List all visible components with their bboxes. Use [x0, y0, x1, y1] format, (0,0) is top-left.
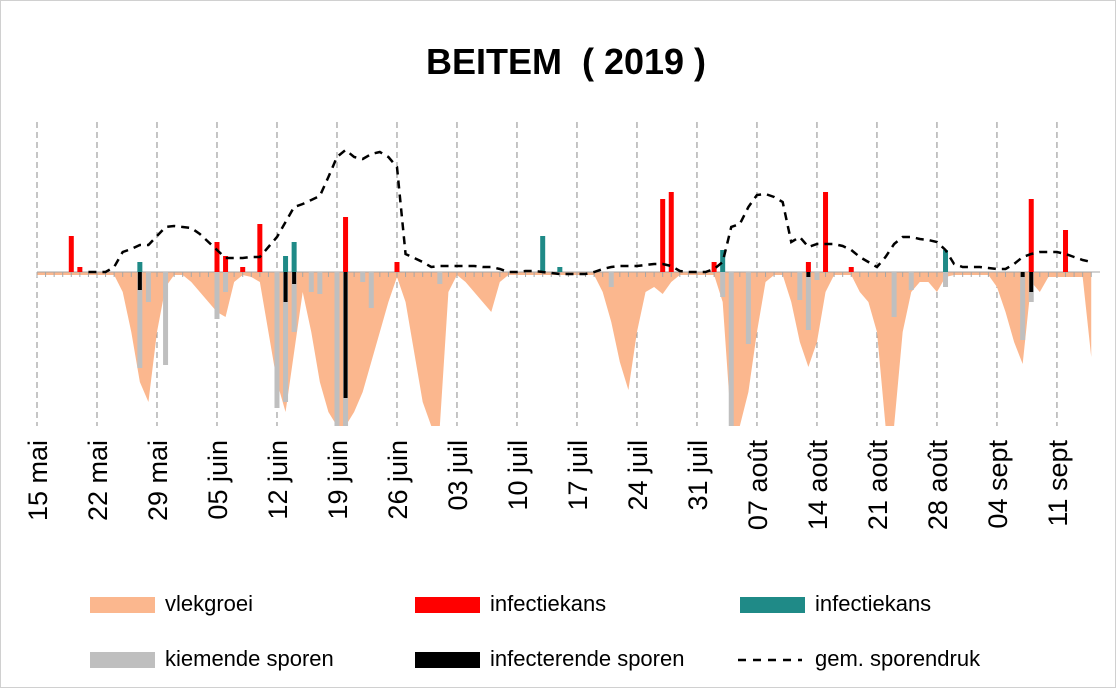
bar — [1020, 272, 1025, 277]
bar — [283, 272, 288, 302]
bar — [848, 267, 854, 272]
bar — [291, 272, 297, 332]
x-tick-label: 17 juil — [563, 440, 593, 511]
bar — [283, 272, 289, 402]
x-tick-label: 26 juin — [383, 440, 413, 520]
legend-label: vlekgroei — [165, 591, 253, 616]
bar — [240, 267, 246, 272]
bar — [1028, 199, 1034, 272]
bar — [745, 272, 751, 344]
bar — [291, 242, 297, 272]
bar — [308, 272, 314, 292]
bar — [1063, 230, 1069, 272]
bar — [814, 272, 820, 280]
bar — [823, 192, 829, 272]
legend-label: infectiekans — [490, 591, 606, 616]
bar — [343, 217, 349, 272]
bar — [805, 262, 811, 272]
legend-label: infectiekans — [815, 591, 931, 616]
bar — [943, 272, 949, 287]
bar — [668, 192, 674, 272]
bar — [660, 199, 666, 272]
bar — [806, 272, 811, 277]
x-tick-label: 28 août — [923, 440, 953, 531]
chart-title: BEITEM ( 2019 ) — [426, 41, 706, 82]
bar — [137, 262, 143, 272]
bar — [77, 267, 83, 272]
legend-symbol — [415, 597, 480, 613]
bar — [394, 262, 400, 272]
legend-label: gem. sporendruk — [815, 646, 981, 671]
legend-label: kiemende sporen — [165, 646, 334, 671]
bar — [368, 272, 374, 308]
bar — [137, 272, 142, 290]
bar — [343, 272, 348, 398]
legend-symbol — [90, 652, 155, 668]
bar — [711, 262, 717, 272]
bar — [720, 250, 726, 272]
bar — [1029, 272, 1034, 292]
bar — [437, 272, 443, 284]
x-tick-label: 15 mai — [23, 440, 53, 521]
bar — [292, 272, 297, 284]
bar — [334, 272, 340, 426]
bar — [540, 236, 546, 272]
bar — [728, 272, 734, 426]
bar — [1020, 272, 1026, 340]
x-tick-label: 11 sept — [1043, 440, 1073, 527]
bar — [360, 272, 366, 282]
legend-symbol — [90, 597, 155, 613]
bar — [608, 272, 614, 287]
bar — [317, 272, 323, 294]
x-tick-label: 12 juin — [263, 440, 293, 520]
x-tick-label: 03 juil — [443, 440, 473, 511]
x-tick-label: 04 sept — [983, 440, 1013, 529]
x-tick-label: 14 août — [803, 440, 833, 531]
bar — [214, 272, 220, 319]
bar — [163, 272, 169, 365]
x-tick-label: 24 juil — [623, 440, 653, 511]
bar — [797, 272, 803, 300]
bar — [137, 272, 143, 368]
bar — [943, 250, 949, 272]
bar — [223, 272, 229, 292]
bar — [720, 272, 726, 297]
legend-label: infecterende sporen — [490, 646, 684, 671]
bar — [223, 256, 229, 272]
x-tick-label: 22 mai — [83, 440, 113, 521]
x-tick-label: 07 août — [743, 440, 773, 531]
line — [88, 148, 1092, 276]
bar — [214, 242, 220, 272]
bar — [274, 272, 280, 408]
bar — [68, 236, 74, 272]
bar — [891, 272, 897, 317]
bar — [805, 272, 811, 330]
legend-symbol — [415, 652, 480, 668]
x-tick-label: 31 juil — [683, 440, 713, 511]
bar — [145, 272, 151, 302]
bar — [908, 272, 914, 290]
bar — [557, 267, 563, 272]
x-tick-label: 10 juil — [503, 440, 533, 511]
legend-symbol — [740, 597, 805, 613]
x-tick-label: 21 août — [863, 440, 893, 531]
area — [37, 272, 1092, 426]
bar — [257, 224, 263, 272]
x-tick-label: 05 juin — [203, 440, 233, 520]
bar — [283, 256, 289, 272]
x-tick-label: 19 juin — [323, 440, 353, 520]
x-tick-label: 29 mai — [143, 440, 173, 521]
